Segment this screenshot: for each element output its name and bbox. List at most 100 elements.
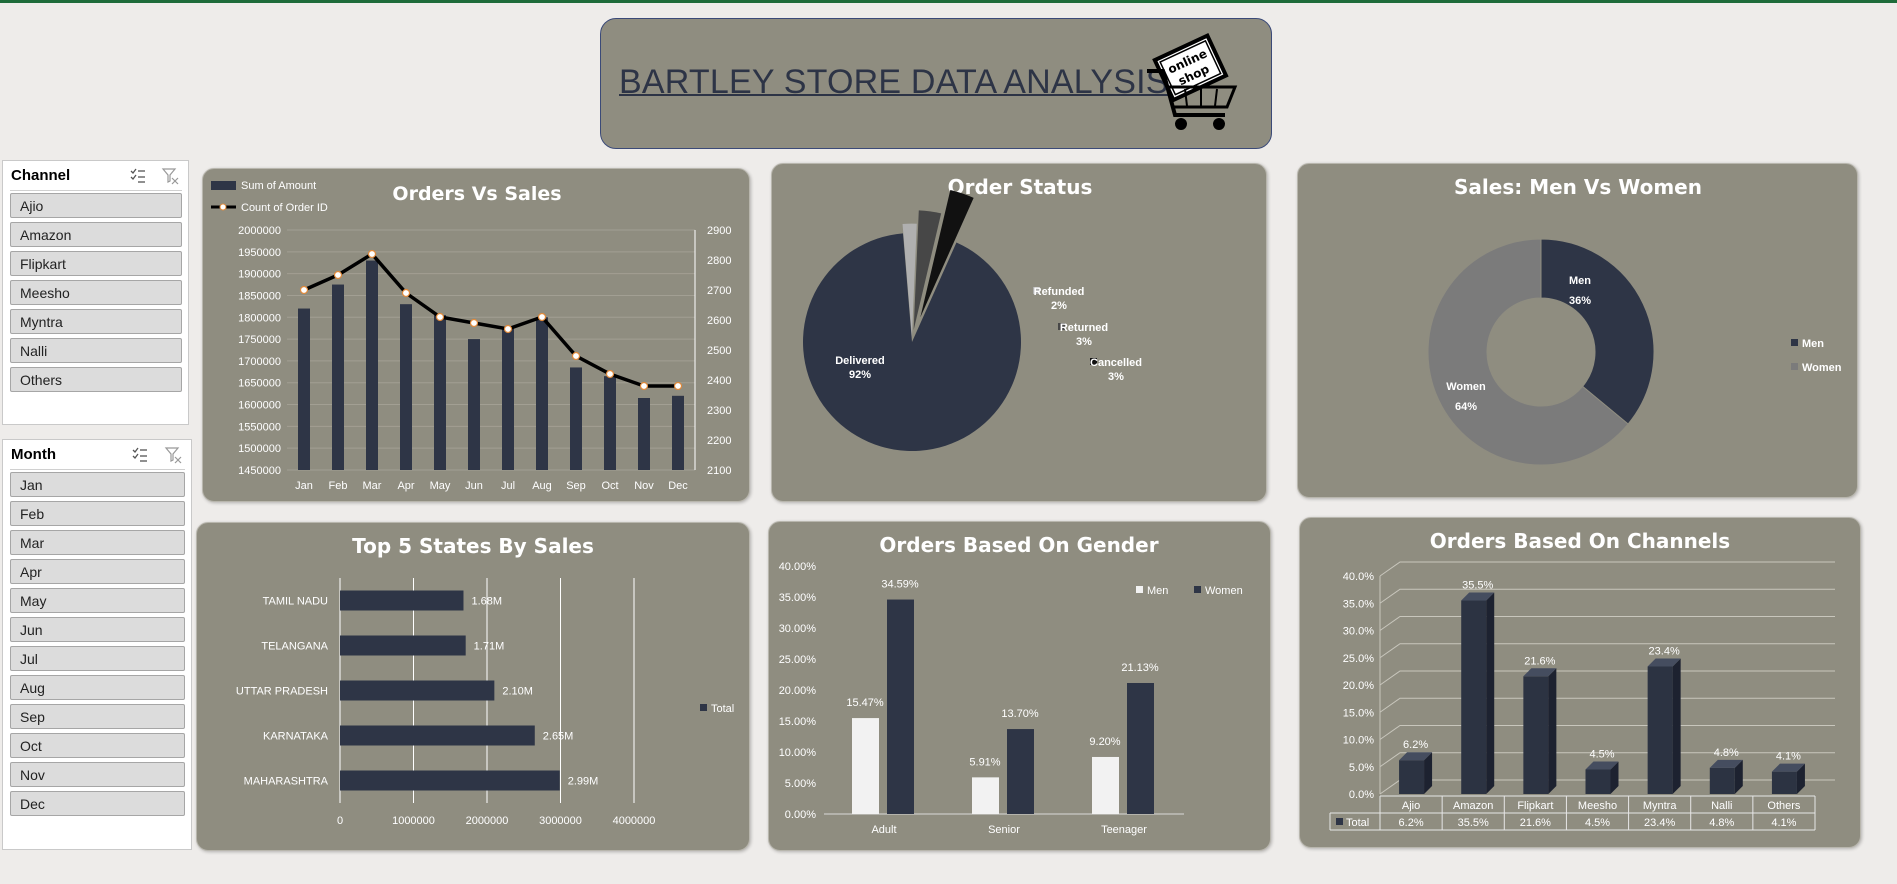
channel-slicer-item-others[interactable]: Others	[10, 367, 182, 392]
orders-point	[401, 288, 411, 298]
x-tick-label: Apr	[397, 480, 414, 492]
channel-bar-top	[1647, 658, 1681, 667]
table-value: 4.8%	[1709, 817, 1734, 829]
month-slicer-item-sep[interactable]: Sep	[10, 704, 185, 729]
gridline	[1379, 588, 1835, 604]
x-tick-label: Flipkart	[1517, 800, 1553, 812]
y-tick-label: 30.00%	[779, 623, 817, 635]
slice-percent-label: 2%	[1051, 300, 1067, 312]
y-tick-label: 10.0%	[1343, 735, 1374, 747]
state-bar	[340, 770, 560, 791]
month-slicer-item-feb[interactable]: Feb	[10, 501, 185, 526]
channel-slicer: Channel Ajio Amazon Flipkart Meesho Myntra Na…	[2, 160, 189, 425]
data-label: 4.8%	[1714, 747, 1739, 759]
x-tick-label: Nalli	[1711, 800, 1732, 812]
x-tick-label: Nov	[634, 480, 654, 492]
x-tick-label: 0	[337, 815, 343, 827]
state-bar	[340, 680, 495, 701]
data-label: 13.70%	[1001, 708, 1039, 720]
data-label: 2.99M	[568, 776, 599, 788]
sales-bar	[332, 284, 344, 470]
month-slicer-item-jan[interactable]: Jan	[10, 472, 185, 497]
title-banner: BARTLEY STORE DATA ANALYSIS online shop	[600, 18, 1272, 149]
orders-point	[673, 381, 683, 391]
y-tick-label: 1800000	[238, 312, 281, 324]
y-tick-label: 30.0%	[1343, 626, 1374, 638]
slice-name-label: Refunded	[1034, 286, 1085, 298]
y-tick-label: 1550000	[238, 421, 281, 433]
slice-name-label: Returned	[1060, 322, 1108, 334]
y-tick-label: 1650000	[238, 378, 281, 390]
gender-bar-men	[1092, 756, 1119, 814]
order-status-card: Order Status Delivered 92% Refunded 2% Return…	[771, 163, 1267, 502]
month-slicer-item-apr[interactable]: Apr	[10, 559, 185, 584]
legend-key	[1033, 287, 1040, 294]
data-label: 15.47%	[846, 697, 884, 709]
y2-tick-label: 2800	[707, 255, 731, 267]
orders-vs-sales-chart: Orders Vs Sales 2000000 1950000 1900000 1850…	[211, 180, 731, 492]
y-tick-label: 40.0%	[1343, 571, 1374, 583]
gridline	[1379, 561, 1835, 577]
y-tick-label: 1900000	[238, 269, 281, 281]
month-slicer-item-oct[interactable]: Oct	[10, 733, 185, 758]
y2-tick-label: 2500	[707, 345, 731, 357]
multi-select-icon[interactable]	[131, 446, 149, 464]
month-slicer-item-mar[interactable]: Mar	[10, 530, 185, 555]
y-tick-label: 1850000	[238, 290, 281, 302]
y-tick-label: 1700000	[238, 356, 281, 368]
x-tick-label: May	[430, 480, 451, 492]
month-slicer-item-aug[interactable]: Aug	[10, 675, 185, 700]
x-tick-label: Myntra	[1643, 800, 1678, 812]
y-tick-label: 5.0%	[1349, 762, 1374, 774]
data-label: 21.13%	[1121, 662, 1159, 674]
chart-title: Orders Based On Gender	[879, 533, 1158, 557]
legend-key	[1791, 339, 1798, 346]
legend-key	[1058, 323, 1065, 330]
state-label: UTTAR PRADESH	[236, 686, 328, 698]
channel-bar-front	[1461, 600, 1487, 794]
y-tick-label: 1600000	[238, 400, 281, 412]
x-tick-label: Adult	[871, 824, 896, 836]
month-slicer-item-jun[interactable]: Jun	[10, 617, 185, 642]
month-slicer-item-may[interactable]: May	[10, 588, 185, 613]
slice-name-label: Men	[1569, 275, 1591, 287]
data-label: 35.5%	[1462, 580, 1493, 592]
multi-select-icon[interactable]	[129, 167, 147, 185]
gender-bar-men	[852, 718, 879, 814]
sales-bar	[298, 308, 310, 470]
y-tick-label: 20.00%	[779, 685, 817, 697]
month-slicer-item-dec[interactable]: Dec	[10, 791, 185, 816]
sales-bar	[604, 376, 616, 470]
channel-slicer-item-flipkart[interactable]: Flipkart	[10, 251, 182, 276]
y2-tick-label: 2200	[707, 435, 731, 447]
orders-point	[333, 270, 343, 280]
orders-point	[503, 324, 513, 334]
orders-point	[639, 381, 649, 391]
channel-slicer-item-meesho[interactable]: Meesho	[10, 280, 182, 305]
channel-slicer-item-amazon[interactable]: Amazon	[10, 222, 182, 247]
orders-point	[299, 285, 309, 295]
data-label: 1.71M	[474, 641, 505, 653]
month-slicer-item-jul[interactable]: Jul	[10, 646, 185, 671]
pie-slice-delivered	[803, 233, 1021, 451]
month-slicer-items: Jan Feb Mar Apr May Jun Jul Aug Sep Oct Nov Dec	[10, 472, 185, 820]
clear-filter-icon[interactable]	[161, 167, 179, 185]
legend-key	[1090, 358, 1097, 365]
channel-slicer-item-ajio[interactable]: Ajio	[10, 193, 182, 218]
table-value: 23.4%	[1644, 817, 1675, 829]
channel-slicer-item-nalli[interactable]: Nalli	[10, 338, 182, 363]
slice-percent-label: 3%	[1076, 336, 1092, 348]
channel-slicer-item-myntra[interactable]: Myntra	[10, 309, 182, 334]
y-tick-label: 1500000	[238, 443, 281, 455]
month-slicer-item-nov[interactable]: Nov	[10, 762, 185, 787]
gridline	[1379, 670, 1835, 686]
clear-filter-icon[interactable]	[164, 446, 182, 464]
donut-slice-men	[1540, 238, 1655, 425]
orders-point	[537, 312, 547, 322]
gender-bar-women	[1127, 682, 1154, 814]
legend-key	[1194, 586, 1201, 593]
sales-bar	[468, 339, 480, 470]
table-value: 35.5%	[1458, 817, 1489, 829]
y-tick-label: 25.00%	[779, 654, 817, 666]
orders-gender-card: Orders Based On Gender 40.00% 35.00% 30.00%…	[768, 521, 1271, 851]
